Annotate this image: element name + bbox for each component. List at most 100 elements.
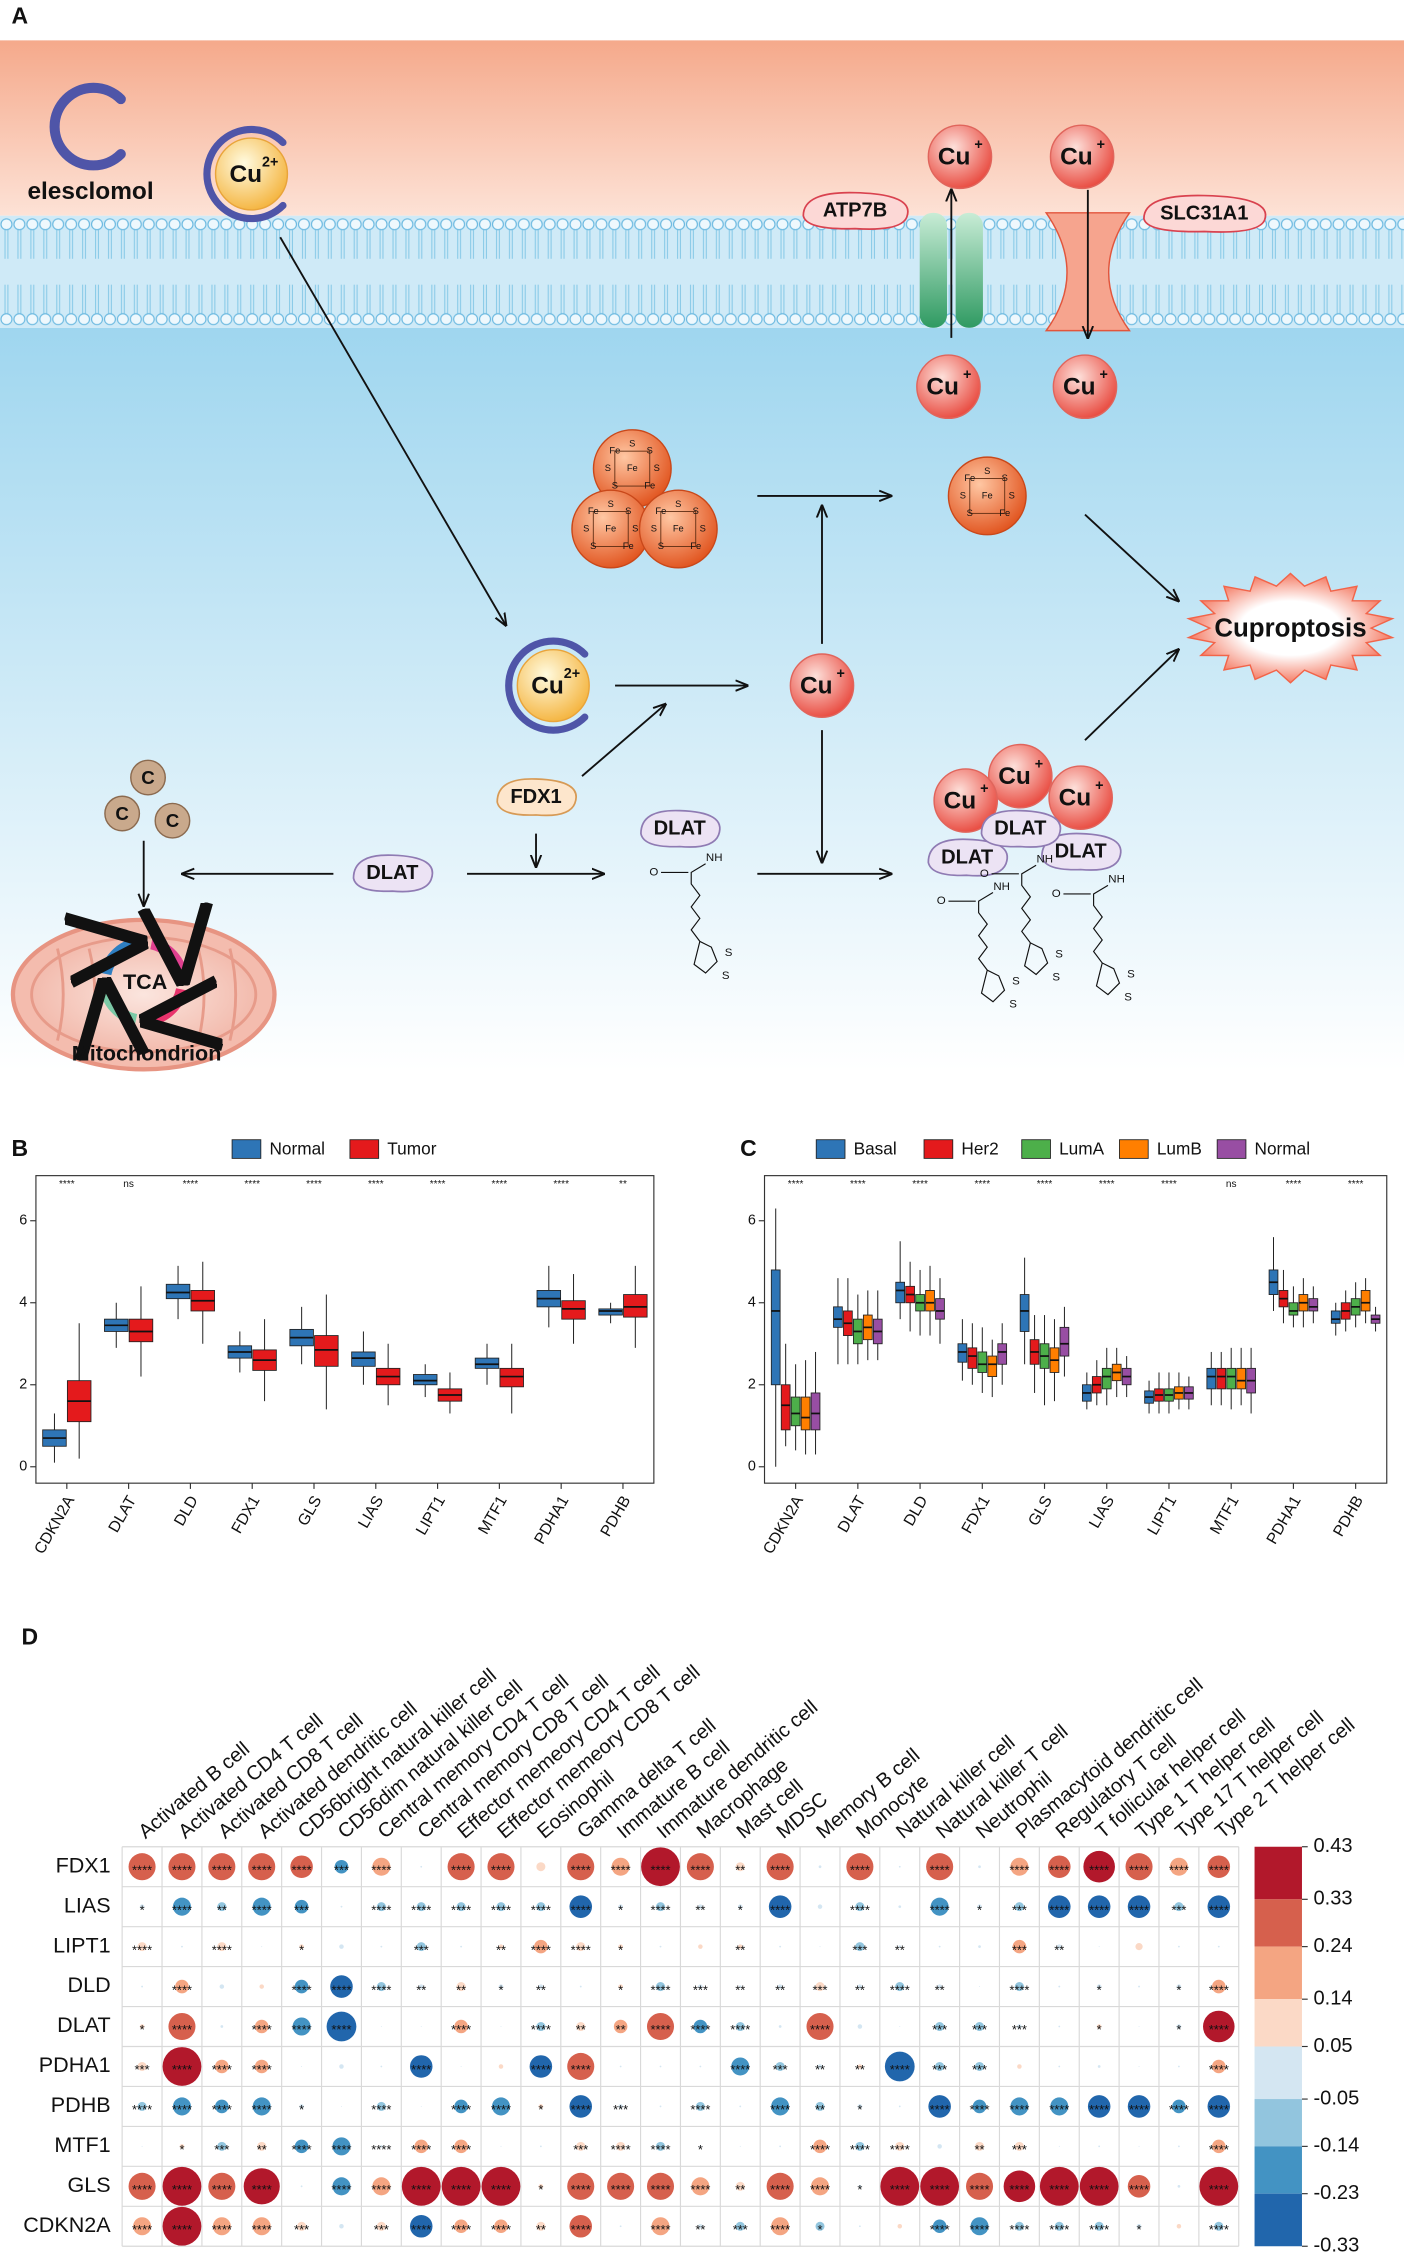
significance-label: **** <box>252 2062 272 2077</box>
atom-label: Fe <box>627 463 638 473</box>
significance-label: **** <box>650 1982 670 1997</box>
significance-label: **** <box>1129 2182 1149 2197</box>
atom-label: NH <box>1036 854 1053 866</box>
atom-label: S <box>1127 968 1135 980</box>
colorbar-bin <box>1254 2046 1302 2100</box>
atom-label: S <box>1012 976 1020 988</box>
legend-swatch <box>815 1139 846 1159</box>
x-tick-label: LIPT1 <box>1145 1493 1181 1538</box>
carbon-label: C <box>141 767 154 788</box>
significance-label: **** <box>571 1942 591 1957</box>
colorbar-bin <box>1254 1899 1302 1947</box>
atom-label: Fe <box>609 446 620 456</box>
correlation-dot <box>569 1895 593 1918</box>
correlation-dot <box>1010 2097 1029 2116</box>
significance-label: **** <box>451 2222 471 2237</box>
significance-label: **** <box>1049 1902 1069 1917</box>
correlation-dot <box>858 2225 861 2228</box>
correlation-dot <box>1017 2064 1022 2069</box>
x-tick-label: DLAT <box>106 1493 141 1536</box>
significance-label: * <box>698 2142 703 2157</box>
ion-charge: + <box>1035 756 1043 772</box>
significance-label: **** <box>331 2142 351 2157</box>
correlation-dot <box>1135 1943 1143 1951</box>
significance-label: **** <box>172 1982 192 1997</box>
row-label: GLS <box>68 2172 111 2197</box>
significance-label: **** <box>810 2182 830 2197</box>
row-label: FDX1 <box>56 1852 111 1877</box>
legend-label: Basal <box>854 1138 897 1158</box>
correlation-dot <box>409 2055 433 2078</box>
correlation-dot <box>898 1945 902 1948</box>
correlation-dot <box>1017 2024 1022 2029</box>
significance-label: *** <box>214 2142 229 2157</box>
correlation-dot <box>897 2224 903 2229</box>
atom-label: Fe <box>673 523 684 533</box>
atom-label: S <box>651 523 657 533</box>
correlation-dot <box>420 2105 422 2107</box>
significance-label: **** <box>1209 1982 1229 1997</box>
significance-label: **** <box>890 2182 910 2197</box>
correlation-dot <box>1014 1902 1024 1912</box>
colorbar-label: 0.14 <box>1313 1987 1352 2009</box>
significance-label: ** <box>496 1942 506 1957</box>
legend-label: Her2 <box>961 1138 998 1158</box>
correlation-dot <box>301 2066 303 2067</box>
correlation-dot <box>738 1985 742 1988</box>
correlation-dot <box>456 1982 466 1992</box>
colorbar-bin <box>1254 1999 1302 2047</box>
significance-label: **** <box>252 1862 272 1877</box>
correlation-dot <box>1178 2065 1180 2068</box>
significance-label: **** <box>1009 2222 1029 2237</box>
significance-label: **** <box>491 1902 511 1917</box>
correlation-dot <box>220 2025 224 2028</box>
significance-label: **** <box>571 2062 591 2077</box>
significance-label: **** <box>59 1179 75 1190</box>
correlation-dot <box>376 1902 386 1912</box>
ion-charge: + <box>1099 367 1107 383</box>
significance-label: ** <box>536 1982 546 1997</box>
correlation-dot <box>376 2221 386 2231</box>
significance-label: **** <box>1129 1862 1149 1877</box>
correlation-dot <box>935 2022 945 2032</box>
significance-label: **** <box>411 2222 431 2237</box>
protein-shape <box>1041 832 1122 871</box>
correlation-dot <box>739 2105 742 2108</box>
significance-label: **** <box>252 2102 272 2117</box>
significance-label: ** <box>855 1982 865 1997</box>
significance-label: **** <box>850 1862 870 1877</box>
row-label: MTF1 <box>54 2132 110 2157</box>
correlation-dot <box>326 2011 357 2042</box>
ion-charge: + <box>980 781 988 797</box>
significance-label: **** <box>491 1862 511 1877</box>
colorbar-bin <box>1254 1946 1302 2000</box>
significance-label: **** <box>491 2222 511 2237</box>
colorbar-bin <box>1254 2193 1302 2247</box>
box <box>623 1294 648 1318</box>
correlation-dot <box>1058 1985 1061 1988</box>
correlation-dot <box>975 2061 985 2071</box>
legend-swatch <box>1119 1139 1149 1159</box>
correlation-dot <box>686 1853 714 1881</box>
correlation-dot <box>1058 2145 1060 2147</box>
correlation-dot <box>380 1945 383 1948</box>
significance-label: * <box>818 2222 823 2237</box>
correlation-dot <box>254 2019 269 2034</box>
significance-label: **** <box>690 2022 710 2037</box>
atom-label: O <box>937 895 946 907</box>
significance-label: * <box>618 1942 623 1957</box>
significance-label: ** <box>815 2102 825 2117</box>
colorbar-bin <box>1254 1846 1302 1900</box>
correlation-dot <box>855 1942 865 1952</box>
panel-label: A <box>11 2 28 28</box>
ion-label: Cu <box>938 144 971 171</box>
correlation-dot <box>1054 2221 1064 2231</box>
atom-label: S <box>583 523 589 533</box>
correlation-dot <box>937 1984 942 1989</box>
significance-label: **** <box>531 1942 551 1957</box>
protein-label: DLAT <box>654 818 707 840</box>
significance-label: ** <box>815 2062 825 2077</box>
correlation-dot <box>1207 1895 1231 1918</box>
significance-label: **** <box>770 2102 790 2117</box>
atom-label: S <box>693 506 699 516</box>
